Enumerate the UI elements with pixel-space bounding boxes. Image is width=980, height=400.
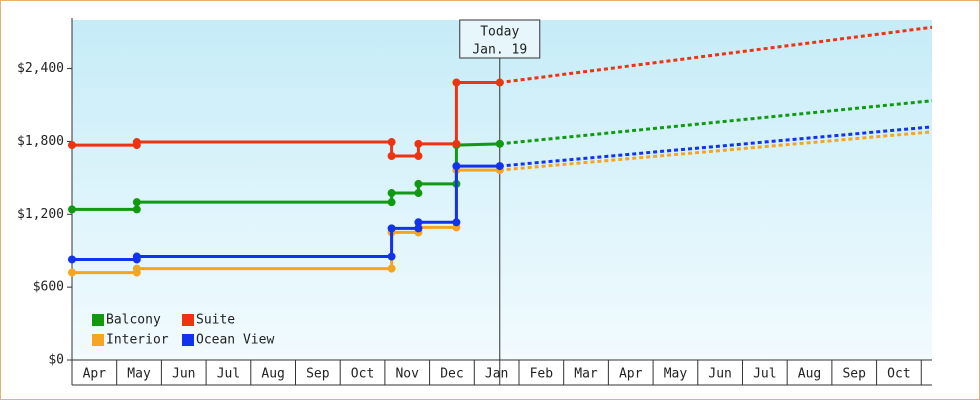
x-tick-label: Nov xyxy=(395,367,419,382)
forecast-line xyxy=(499,99,933,146)
x-tick-label: Jul xyxy=(217,367,240,382)
legend-label: Interior xyxy=(106,333,169,348)
x-tick-label: Aug xyxy=(798,367,821,382)
x-tick-label: Jul xyxy=(753,367,776,382)
point xyxy=(68,255,76,264)
y-tick-label: $2,400 xyxy=(17,61,64,76)
point xyxy=(387,252,396,261)
point xyxy=(452,162,461,171)
x-tick-label: Sep xyxy=(842,367,866,382)
point xyxy=(452,218,461,227)
forecast-line xyxy=(499,25,933,85)
point xyxy=(414,189,423,198)
point xyxy=(132,138,141,147)
y-tick-label: $1,200 xyxy=(17,207,64,222)
point xyxy=(132,198,141,207)
point xyxy=(68,205,76,214)
point xyxy=(132,252,141,261)
point xyxy=(495,139,504,148)
point xyxy=(387,152,396,160)
legend-label: Suite xyxy=(196,313,235,328)
point xyxy=(452,78,461,87)
point xyxy=(414,152,423,160)
point xyxy=(414,218,423,227)
legend-swatch xyxy=(182,334,194,346)
point xyxy=(132,205,141,214)
point xyxy=(68,141,76,150)
today-box xyxy=(459,19,541,59)
x-tick-label: May xyxy=(664,367,688,382)
legend-swatch xyxy=(92,334,104,346)
today-label: Today xyxy=(480,25,519,40)
x-tick-label: Feb xyxy=(530,367,554,382)
x-tick-label: Dec xyxy=(440,367,463,382)
forecast-line xyxy=(499,125,933,168)
point xyxy=(387,189,396,198)
x-tick-label: Oct xyxy=(351,367,374,382)
x-tick-label: Jan xyxy=(485,367,508,382)
y-tick-label: $1,800 xyxy=(17,134,64,149)
point xyxy=(132,264,141,273)
point xyxy=(414,179,423,188)
x-tick-label: Mar xyxy=(574,367,598,382)
x-tick-label: Jun xyxy=(172,367,195,382)
point xyxy=(387,264,396,273)
forecast-line xyxy=(499,130,933,172)
point xyxy=(414,139,423,148)
legend-swatch xyxy=(92,314,104,326)
point xyxy=(495,78,504,87)
legend-label: Ocean View xyxy=(196,333,274,348)
point xyxy=(387,224,396,233)
point xyxy=(387,138,396,147)
point xyxy=(387,198,396,207)
point xyxy=(495,162,504,171)
x-tick-label: Jun xyxy=(708,367,731,382)
x-tick-label: Aug xyxy=(261,367,284,382)
point xyxy=(414,224,423,233)
plot-area xyxy=(72,20,932,360)
x-tick-label: Apr xyxy=(83,367,107,382)
x-tick-label: May xyxy=(127,367,151,382)
point xyxy=(452,139,461,148)
legend-swatch xyxy=(182,314,194,326)
y-tick-label: $0 xyxy=(48,353,64,368)
x-tick-label: Apr xyxy=(619,367,643,382)
point xyxy=(68,268,76,277)
y-tick-label: $600 xyxy=(33,280,64,295)
x-tick-label: Oct xyxy=(887,367,910,382)
x-tick-label: Sep xyxy=(306,367,330,382)
today-label: Jan. 19 xyxy=(472,43,527,58)
legend-label: Balcony xyxy=(106,313,161,328)
